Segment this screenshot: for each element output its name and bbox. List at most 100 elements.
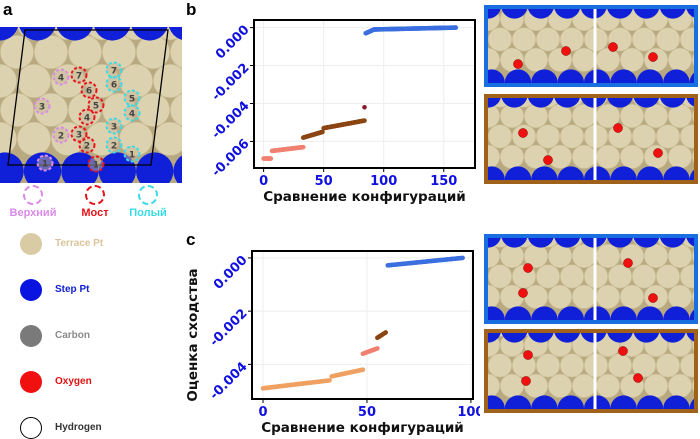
terrace-pt-atom [667, 144, 693, 169]
x-tick-label: 0 [259, 174, 268, 189]
terrace-pt-atom [643, 103, 669, 129]
oxygen-atom [521, 376, 531, 386]
site-marker-bridge [70, 125, 88, 143]
terrace-pt-atom [559, 353, 585, 378]
x-axis-label: Сравнение конфигураций [261, 420, 464, 435]
site-legend: Верхний Мост Полый [0, 183, 182, 223]
terrace-pt-atom [643, 373, 669, 398]
terrace-pt-atom [619, 103, 645, 129]
step-pt-atom [584, 166, 611, 180]
terrace-pt-atom [595, 373, 621, 398]
step-pt-atom [660, 238, 686, 248]
x-tick-label: 0 [258, 405, 267, 420]
step-pt-atom [504, 306, 532, 320]
terrace-pt-atom [631, 353, 657, 378]
oxygen-atom [523, 350, 533, 360]
data-point-brown [320, 129, 325, 135]
terrace-pt-atom [691, 109, 694, 123]
step-pt-atom [501, 238, 528, 248]
atom-legend-label: Hydrogen [55, 422, 102, 433]
terrace-pt-atom [535, 264, 561, 289]
terrace-pt-atom [535, 124, 561, 149]
atom-legend-label: Terrace Pt [55, 238, 104, 249]
panel-label-c: c [186, 230, 196, 249]
y-tick-label: -0.002 [207, 306, 250, 349]
terrace-pt-atom [499, 373, 525, 398]
site-marker-bridge [87, 155, 105, 173]
step-pt-atom [689, 169, 694, 180]
terrace-pt-atom [655, 264, 681, 289]
step-pt-atom [501, 98, 528, 108]
site-number: 1 [129, 151, 135, 161]
step-pt-atom [686, 238, 694, 247]
site-number: 2 [111, 142, 117, 152]
oxygen-atom [648, 293, 658, 303]
step-pt-atom [0, 152, 24, 183]
terrace-pt-atom [488, 284, 501, 309]
y-tick-label: -0.004 [207, 359, 250, 402]
terrace-pt-atom [595, 144, 621, 169]
structure-image [484, 94, 698, 184]
site-number: 5 [93, 102, 99, 112]
step-pt-atom [584, 69, 611, 83]
terrace-pt-atom [499, 243, 525, 269]
site-number: 3 [76, 131, 82, 141]
step-pt-atom [584, 306, 611, 320]
terrace-pt-atom [153, 121, 182, 156]
plot-frame [251, 250, 474, 400]
chart-b: 0 50 100 150 0.000-0.002-0.004-0.006 Сравнени… [209, 19, 476, 205]
step-pt-atom [531, 306, 558, 320]
step-pt-atom [488, 333, 501, 343]
oxygen-atom [518, 128, 528, 138]
terrace-pt-atom [619, 144, 645, 169]
x-tick-label: 50 [315, 174, 333, 189]
terrace-pt-atom [17, 64, 51, 98]
step-pt-atom [504, 69, 532, 83]
terrace-pt-atom [488, 124, 513, 149]
terrace-pt-atom [488, 27, 513, 52]
step-pt-atom [488, 395, 505, 409]
y-tick-label: -0.004 [209, 99, 252, 142]
terrace-pt-atom [559, 124, 585, 149]
step-pt-atom [488, 166, 505, 180]
terrace-pt-atom [595, 243, 621, 269]
step-pt-atom [636, 395, 664, 409]
terrace-pt-atom [559, 27, 585, 52]
site-marker-bridge [70, 66, 88, 84]
terrace-pt-atom [535, 27, 561, 52]
terrace-pt-atom [667, 103, 693, 129]
terrace-pt-atom [488, 47, 501, 72]
terrace-pt-atom [595, 47, 621, 72]
terrace-pt-atom [691, 338, 694, 352]
terrace-pt-atom [0, 35, 34, 70]
terrace-pt-atom [571, 144, 597, 169]
site-number: 7 [76, 72, 82, 82]
data-point-salmon [375, 346, 380, 351]
step-pt-atom [633, 238, 660, 248]
step-pt-atom [501, 333, 528, 343]
step-pt-atom [607, 98, 633, 108]
step-pt-atom [686, 333, 694, 342]
terrace-pt-atom [571, 243, 597, 269]
site-number: 3 [39, 103, 45, 113]
chart-c: 0 50 100 0.000 -0.002 -0.004 Сравнение конфигу… [185, 250, 480, 435]
terrace-pt-atom [679, 353, 694, 378]
structure-image [484, 5, 698, 87]
terrace-pt-atom [547, 284, 573, 309]
step-pt-atom [554, 98, 580, 108]
site-marker-bridge [80, 81, 98, 99]
site-number: 6 [111, 81, 117, 91]
site-marker-bridge [78, 108, 96, 126]
step-pt-atom [488, 9, 501, 19]
terrace-pt-atom [170, 35, 182, 69]
step-pt-atom [528, 333, 554, 343]
step-pt-atom [663, 306, 690, 320]
terrace-pt-atom [679, 264, 694, 289]
step-pt-atom [557, 166, 584, 180]
step-pt-atom [636, 69, 664, 83]
step-pt-atom [607, 333, 633, 343]
oxygen-atom [513, 59, 523, 69]
step-pt-legend-marker [20, 279, 42, 301]
step-pt-atom [607, 238, 633, 248]
oxygen-atom [618, 346, 628, 356]
